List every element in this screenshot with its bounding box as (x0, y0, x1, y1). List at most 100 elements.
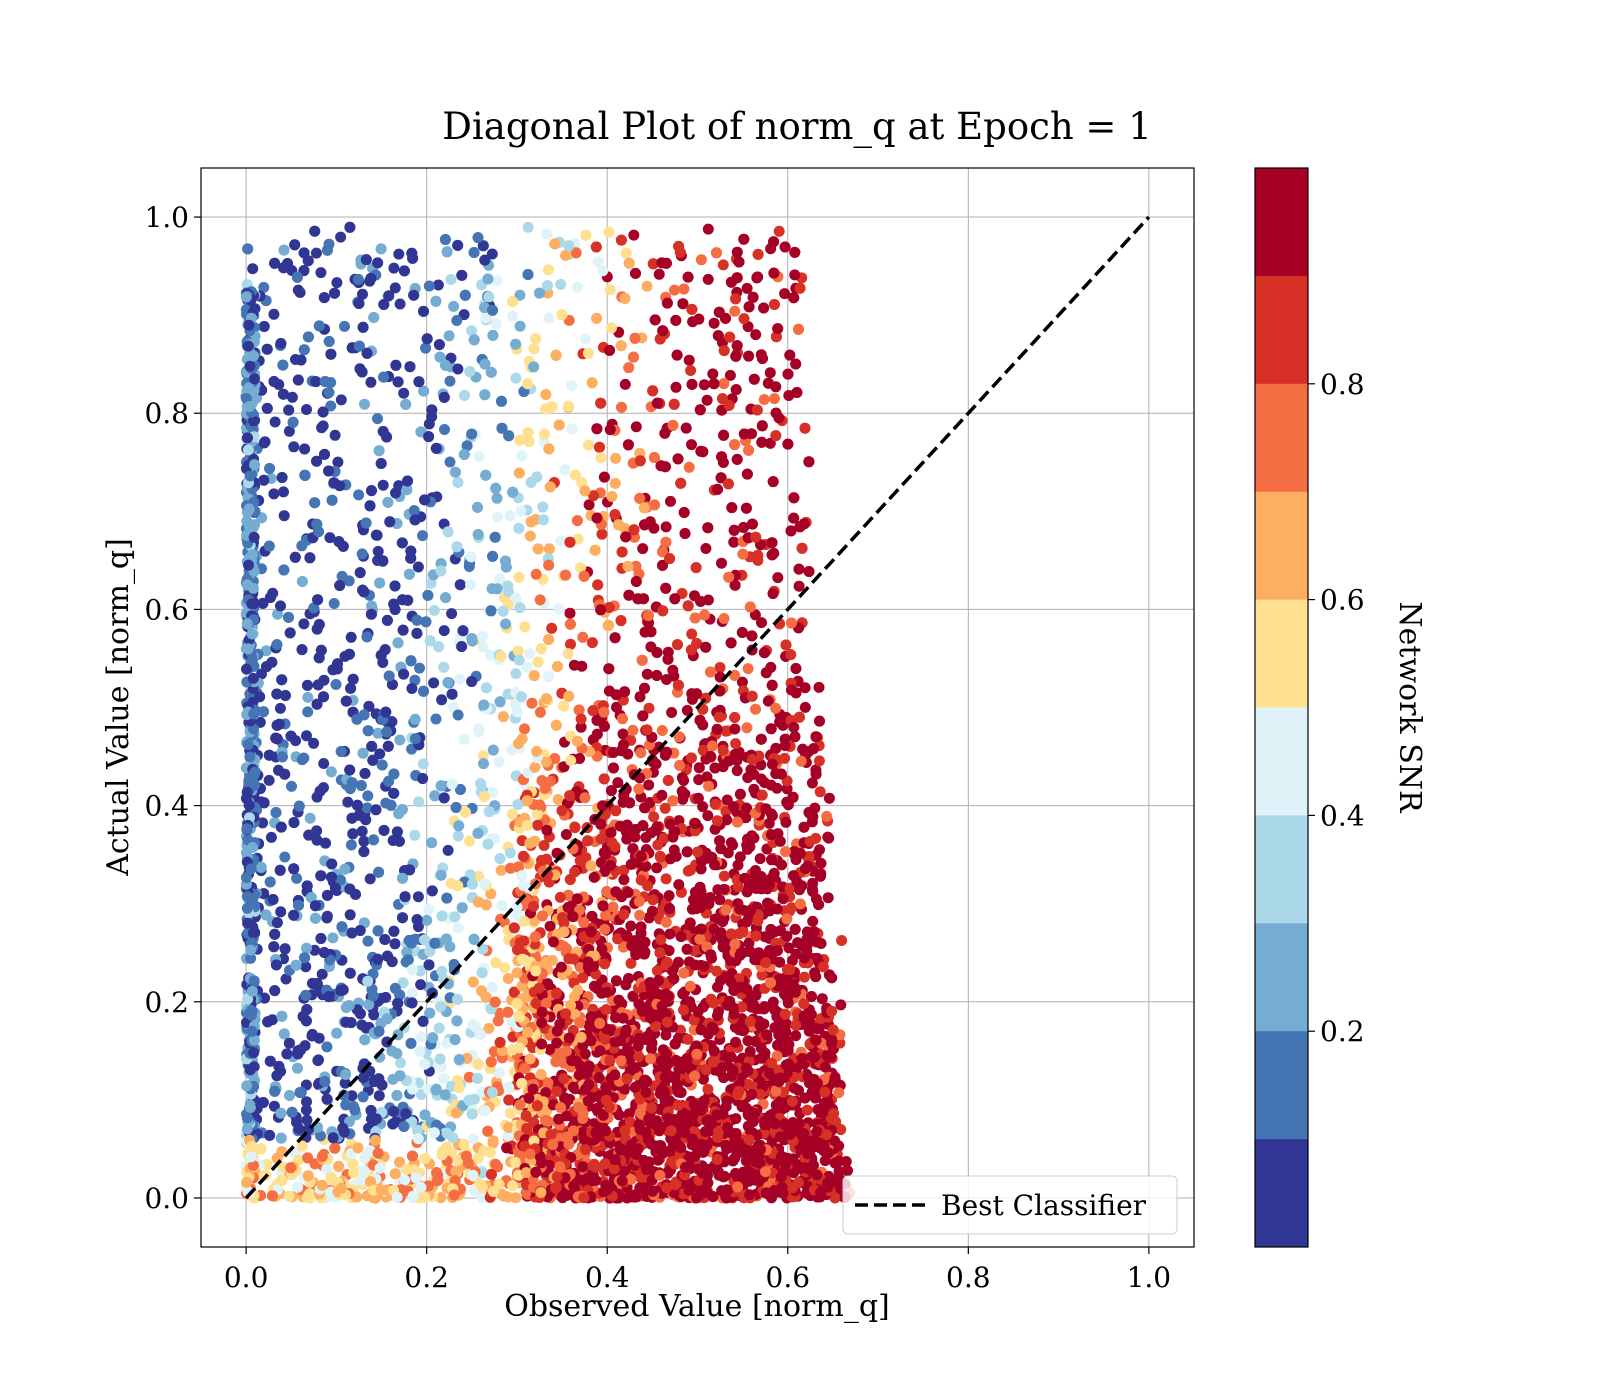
scatter-point (310, 912, 321, 924)
scatter-point (441, 1127, 453, 1139)
scatter-point (359, 398, 370, 410)
scatter-point (762, 377, 774, 389)
scatter-point (610, 452, 622, 464)
scatter-point (365, 376, 377, 388)
scatter-point (406, 997, 418, 1009)
scatter-point (477, 750, 489, 762)
scatter-point (381, 614, 393, 626)
scatter-point (339, 320, 350, 332)
scatter-point (467, 976, 479, 988)
scatter-point (430, 295, 442, 307)
scatter-point (300, 989, 312, 1001)
scatter-point (507, 296, 518, 308)
scatter-point (269, 928, 281, 940)
scatter-point (301, 942, 312, 954)
scatter-point (452, 880, 464, 892)
scatter-point (398, 387, 410, 399)
scatter-point (340, 1069, 352, 1080)
scatter-point (503, 430, 515, 442)
scatter-point (476, 985, 488, 997)
scatter-point (407, 1083, 418, 1095)
scatter-point (474, 1028, 486, 1040)
scatter-point (277, 359, 289, 371)
scatter-point (472, 896, 484, 908)
scatter-point (487, 329, 499, 341)
scatter-point (261, 343, 273, 355)
scatter-point (720, 312, 731, 324)
scatter-point (429, 937, 441, 949)
scatter-point (421, 914, 433, 926)
scatter-point (326, 858, 338, 870)
scatter-point (731, 816, 743, 828)
scatter-point (472, 1152, 484, 1164)
scatter-point (268, 488, 280, 500)
scatter-point (330, 679, 342, 690)
scatter-point (298, 247, 310, 259)
scatter-point (423, 903, 435, 915)
scatter-point (443, 330, 455, 342)
scatter-point (459, 389, 470, 401)
scatter-point (366, 740, 378, 752)
scatter-point (324, 532, 336, 544)
scatter-point (793, 580, 805, 592)
scatter-point (779, 288, 791, 300)
scatter-point (789, 246, 801, 258)
scatter-point (562, 400, 574, 412)
scatter-point (442, 844, 454, 856)
scatter-point (765, 723, 777, 735)
scatter-point (487, 1186, 499, 1197)
scatter-point (291, 872, 303, 884)
scatter-point (412, 561, 424, 573)
scatter-point (345, 839, 357, 851)
scatter-point (506, 808, 518, 820)
scatter-point (364, 500, 376, 512)
scatter-point (480, 312, 492, 324)
scatter-point (440, 933, 452, 945)
scatter-point (718, 378, 730, 390)
scatter-point (746, 690, 758, 702)
scatter-point (582, 347, 594, 359)
scatter-point (594, 441, 605, 453)
scatter-point (686, 378, 698, 390)
scatter-point (619, 378, 631, 390)
scatter-point (301, 730, 312, 742)
scatter-point (318, 947, 330, 958)
scatter-point (275, 1107, 287, 1119)
scatter-point (399, 1174, 411, 1186)
scatter-point (502, 580, 514, 592)
scatter-point (543, 671, 555, 683)
scatter-point (356, 825, 368, 837)
scatter-point (426, 404, 438, 416)
scatter-point (274, 702, 286, 714)
scatter-point (311, 825, 323, 837)
scatter-point (514, 289, 526, 301)
scatter-point (784, 349, 796, 361)
scatter-point (343, 575, 355, 587)
scatter-point (494, 1037, 506, 1048)
scatter-point (312, 1055, 324, 1066)
scatter-point (278, 486, 289, 498)
scatter-point (514, 320, 526, 332)
scatter-point (456, 641, 468, 652)
scatter-point (684, 864, 696, 876)
scatter-point (723, 571, 735, 583)
scatter-point (301, 1096, 312, 1108)
scatter-point (372, 545, 384, 557)
scatter-point (560, 250, 571, 261)
scatter-point (317, 406, 329, 418)
scatter-point (278, 1028, 290, 1040)
scatter-point (528, 361, 540, 373)
scatter-point (757, 353, 768, 364)
scatter-point (381, 1013, 393, 1025)
scatter-point (281, 1048, 293, 1060)
scatter-point (564, 607, 576, 619)
scatter-point (770, 430, 782, 442)
scatter-point (750, 329, 762, 341)
scatter-point (494, 696, 506, 708)
scatter-point (559, 464, 571, 476)
scatter-point (278, 510, 290, 522)
scatter-point (678, 507, 690, 518)
scatter-point (731, 246, 743, 258)
scatter-point (400, 1108, 412, 1120)
scatter-point (419, 1153, 431, 1165)
